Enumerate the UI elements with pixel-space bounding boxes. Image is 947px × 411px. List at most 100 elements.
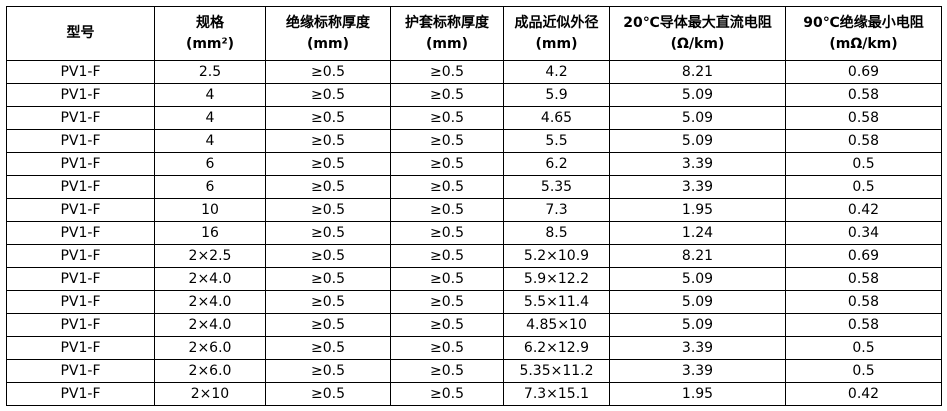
table-cell: ≥0.5: [265, 244, 391, 268]
table-cell: ≥0.5: [390, 244, 504, 268]
table-cell: ≥0.5: [265, 152, 391, 176]
table-row: PV1-F 4 ≥0.5 ≥0.5 4.65 5.09 0.58: [6, 106, 942, 130]
header-text: (mm): [426, 35, 468, 52]
table-cell: 5.35: [503, 175, 610, 199]
header-text: (mm): [307, 35, 349, 52]
table-cell: ≥0.5: [390, 175, 504, 199]
table-cell: ≥0.5: [390, 313, 504, 337]
table-row: PV1-F 2×6.0 ≥0.5 ≥0.5 5.35×11.2 3.39 0.5: [6, 359, 942, 383]
header-cell: 护套标称厚度 (mm): [390, 6, 504, 61]
header-text: (mΩ/km): [829, 35, 898, 52]
table-cell: 0.5: [785, 175, 942, 199]
table-cell: 2×2.5: [154, 244, 266, 268]
table-cell: ≥0.5: [265, 175, 391, 199]
table-cell: ≥0.5: [265, 60, 391, 84]
table-row: PV1-F 6 ≥0.5 ≥0.5 5.35 3.39 0.5: [6, 175, 942, 199]
table-cell: 7.3×15.1: [503, 382, 610, 406]
table-cell: 5.09: [609, 83, 786, 107]
table-cell: PV1-F: [6, 175, 155, 199]
table-cell: 1.95: [609, 382, 786, 406]
table-row: PV1-F 10 ≥0.5 ≥0.5 7.3 1.95 0.42: [6, 198, 942, 222]
table-cell: ≥0.5: [390, 60, 504, 84]
table-cell: 0.58: [785, 290, 942, 314]
table-cell: 5.35×11.2: [503, 359, 610, 383]
table-cell: 0.5: [785, 152, 942, 176]
table-cell: 6: [154, 175, 266, 199]
table-cell: 4.65: [503, 106, 610, 130]
table-cell: 4.2: [503, 60, 610, 84]
table-wrap: 型号 规格 (mm²) 绝缘标称厚度 (mm) 护套标称厚度 (mm) 成品近似外径 (mm) 2…: [6, 6, 942, 406]
header-text: 90℃绝缘最小电阻: [803, 14, 924, 31]
table-cell: 1.24: [609, 221, 786, 245]
table-cell: ≥0.5: [265, 83, 391, 107]
table-cell: ≥0.5: [390, 336, 504, 360]
header-text: 成品近似外径: [514, 14, 599, 31]
table-cell: 0.42: [785, 382, 942, 406]
table-cell: ≥0.5: [265, 382, 391, 406]
table-cell: 8.5: [503, 221, 610, 245]
header-text: 护套标称厚度: [405, 14, 489, 31]
header-cell: 型号: [6, 6, 155, 61]
table-row: PV1-F 2×10 ≥0.5 ≥0.5 7.3×15.1 1.95 0.42: [6, 382, 942, 406]
table-cell: ≥0.5: [390, 152, 504, 176]
table-cell: PV1-F: [6, 336, 155, 360]
table-cell: ≥0.5: [390, 106, 504, 130]
table-cell: 6: [154, 152, 266, 176]
table-cell: PV1-F: [6, 152, 155, 176]
table-row: PV1-F 2×4.0 ≥0.5 ≥0.5 5.5×11.4 5.09 0.58: [6, 290, 942, 314]
spec-table: 型号 规格 (mm²) 绝缘标称厚度 (mm) 护套标称厚度 (mm) 成品近似外径 (mm) 2…: [6, 6, 942, 406]
table-cell: 2×6.0: [154, 359, 266, 383]
table-cell: 5.09: [609, 267, 786, 291]
table-cell: ≥0.5: [265, 198, 391, 222]
table-cell: PV1-F: [6, 83, 155, 107]
header-cell: 90℃绝缘最小电阻 (mΩ/km): [785, 6, 942, 61]
table-cell: 16: [154, 221, 266, 245]
table-cell: ≥0.5: [265, 313, 391, 337]
table-cell: PV1-F: [6, 359, 155, 383]
table-cell: ≥0.5: [265, 221, 391, 245]
table-row: PV1-F 4 ≥0.5 ≥0.5 5.9 5.09 0.58: [6, 83, 942, 107]
table-cell: 5.5: [503, 129, 610, 153]
table-cell: PV1-F: [6, 244, 155, 268]
table-cell: PV1-F: [6, 106, 155, 130]
header-text: 型号: [66, 25, 95, 41]
table-cell: 6.2: [503, 152, 610, 176]
table-cell: 0.58: [785, 313, 942, 337]
table-cell: 5.09: [609, 106, 786, 130]
table-cell: 8.21: [609, 60, 786, 84]
table-cell: ≥0.5: [265, 129, 391, 153]
table-cell: 5.09: [609, 290, 786, 314]
table-cell: ≥0.5: [390, 267, 504, 291]
table-cell: PV1-F: [6, 313, 155, 337]
header-text: 20℃导体最大直流电阻: [623, 14, 772, 31]
table-cell: 5.9: [503, 83, 610, 107]
table-cell: 0.58: [785, 83, 942, 107]
table-cell: PV1-F: [6, 198, 155, 222]
table-row: PV1-F 4 ≥0.5 ≥0.5 5.5 5.09 0.58: [6, 129, 942, 153]
table-cell: 0.58: [785, 129, 942, 153]
table-cell: 0.69: [785, 60, 942, 84]
header-text: 绝缘标称厚度: [286, 14, 370, 31]
table-cell: 2×4.0: [154, 267, 266, 291]
table-row: PV1-F 2×4.0 ≥0.5 ≥0.5 5.9×12.2 5.09 0.58: [6, 267, 942, 291]
table-cell: ≥0.5: [390, 290, 504, 314]
table-cell: 3.39: [609, 152, 786, 176]
table-cell: ≥0.5: [390, 359, 504, 383]
table-row: PV1-F 2×4.0 ≥0.5 ≥0.5 4.85×10 5.09 0.58: [6, 313, 942, 337]
table-cell: 4: [154, 129, 266, 153]
header-text: (mm²): [185, 35, 235, 52]
header-cell: 20℃导体最大直流电阻 (Ω/km): [609, 6, 786, 61]
table-cell: 2×4.0: [154, 313, 266, 337]
table-cell: ≥0.5: [265, 106, 391, 130]
table-row: PV1-F 2×6.0 ≥0.5 ≥0.5 6.2×12.9 3.39 0.5: [6, 336, 942, 360]
header-text: (mm): [535, 35, 578, 52]
table-row: PV1-F 2×2.5 ≥0.5 ≥0.5 5.2×10.9 8.21 0.69: [6, 244, 942, 268]
header-cell: 成品近似外径 (mm): [503, 6, 610, 61]
table-cell: ≥0.5: [390, 129, 504, 153]
table-cell: ≥0.5: [390, 382, 504, 406]
table-cell: PV1-F: [6, 290, 155, 314]
table-cell: 10: [154, 198, 266, 222]
table-cell: 0.69: [785, 244, 942, 268]
table-row: PV1-F 2.5 ≥0.5 ≥0.5 4.2 8.21 0.69: [6, 60, 942, 84]
